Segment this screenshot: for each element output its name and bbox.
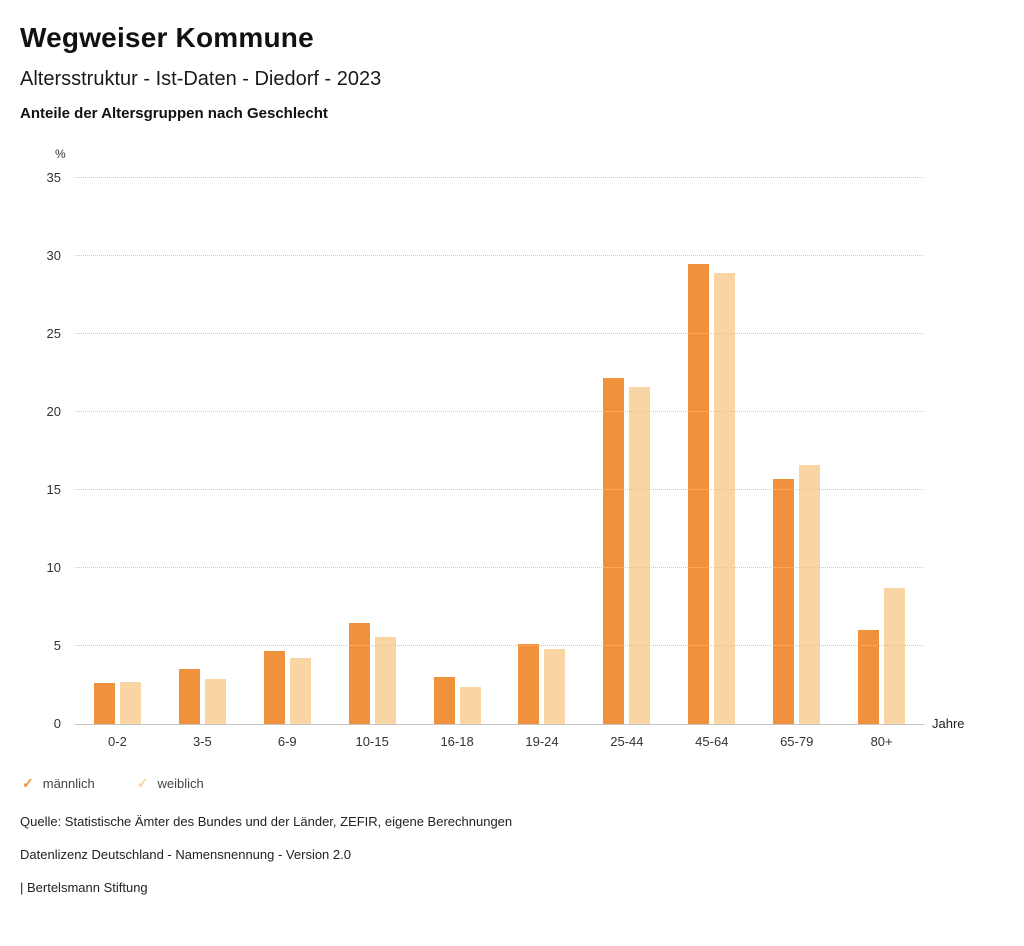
bar-groups [75,178,924,724]
bar-weiblich-0-2 [119,681,141,724]
y-tick-label: 15 [46,482,61,497]
legend-label: weiblich [157,776,204,791]
page: Wegweiser Kommune Altersstruktur - Ist-D… [20,22,1004,895]
bar-männlich-0-2 [93,683,115,724]
y-tick-label: 0 [53,716,61,731]
x-tick-label: 16-18 [440,734,474,749]
license-text: Datenlizenz Deutschland - Namensnennung … [20,847,351,862]
x-axis-label: Jahre [932,716,965,731]
x-tick-label: 0-2 [108,734,127,749]
gridline [75,567,924,568]
bar-weiblich-45-64 [714,273,736,724]
chart-subtitle: Anteile der Altersgruppen nach Geschlech… [20,105,328,122]
bar-weiblich-10-15 [374,636,396,724]
bar-männlich-6-9 [263,650,285,724]
gridline [75,333,924,334]
x-tick-label: 80+ [870,734,893,749]
bar-weiblich-6-9 [289,658,311,724]
x-tick-label: 45-64 [695,734,729,749]
legend-item-männlich[interactable]: ✓ männlich [22,775,95,792]
x-tick-label: 10-15 [355,734,389,749]
plot-area: % Jahre 0 5 10 15 20 25 30 35 [47,147,965,731]
legend: ✓ männlich ✓ weiblich [22,775,1004,792]
y-tick-label: 25 [46,326,61,341]
x-tick-label: 65-79 [780,734,814,749]
bar-weiblich-19-24 [544,649,566,724]
attribution-text: | Bertelsmann Stiftung [20,880,148,895]
check-icon: ✓ [136,775,149,791]
y-tick-label: 10 [46,560,61,575]
legend-label: männlich [42,776,95,791]
y-axis-unit-label: % [55,147,66,161]
x-tick-label: 25-44 [610,734,644,749]
footer: Quelle: Statistische Ämter des Bundes un… [20,814,1004,895]
gridline [75,255,924,256]
y-tick-label: 5 [53,638,61,653]
gridline [75,177,924,178]
bar-weiblich-3-5 [204,678,226,724]
bar-weiblich-16-18 [459,686,481,724]
bar-männlich-65-79 [773,479,795,724]
chart: % Jahre 0 5 10 15 20 25 30 35 0-2 3-5 6-9 10-15 16-… [20,147,1004,749]
x-tick-label: 6-9 [277,734,297,749]
source-text: Quelle: Statistische Ämter des Bundes un… [20,814,513,829]
gridline [75,645,924,646]
bar-männlich-3-5 [178,669,200,724]
bar-männlich-16-18 [433,677,455,724]
bar-männlich-10-15 [348,622,370,724]
bar-männlich-25-44 [603,377,625,724]
bar-group [415,178,500,724]
bar-group [245,178,330,724]
bar-group [330,178,415,724]
x-tick-labels: 0-2 3-5 6-9 10-15 16-18 19-24 25-44 45-64 65-79 8… [75,725,924,749]
gridline [75,411,924,412]
bar-group [584,178,669,724]
y-tick-label: 20 [46,404,61,419]
gridline [75,489,924,490]
bar-group [839,178,924,724]
bar-group [754,178,839,724]
legend-item-weiblich[interactable]: ✓ weiblich [137,775,204,792]
page-title: Wegweiser Kommune [20,22,314,53]
check-icon: ✓ [22,775,34,791]
bar-weiblich-80+ [884,588,906,724]
y-tick-label: 35 [46,170,61,185]
bar-group [160,178,245,724]
y-tick-label: 30 [46,248,61,263]
bar-group [500,178,585,724]
bar-weiblich-65-79 [799,465,821,724]
x-tick-label: 3-5 [192,734,212,749]
bar-weiblich-25-44 [629,387,651,724]
x-tick-label: 19-24 [525,734,559,749]
bar-männlich-45-64 [688,263,710,724]
bar-group [669,178,754,724]
bar-group [75,178,160,724]
page-subtitle: Altersstruktur - Ist-Daten - Diedorf - 2… [20,68,382,90]
bar-männlich-19-24 [518,644,540,724]
bar-männlich-80+ [858,630,880,724]
